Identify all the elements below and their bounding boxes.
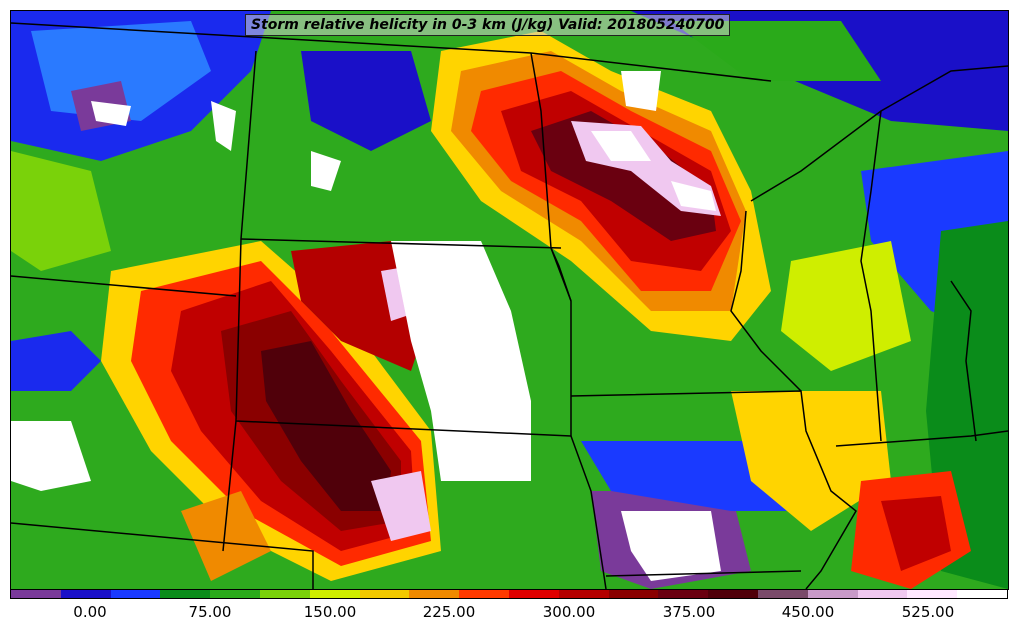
colorbar-swatch — [508, 590, 559, 598]
colorbar-swatch — [658, 590, 709, 598]
colorbar-swatch — [309, 590, 360, 598]
colorbar-swatch — [807, 590, 858, 598]
colorbar-tick-label: 375.00 — [662, 603, 716, 621]
colorbar-swatch — [11, 590, 61, 598]
helicity-contours — [11, 11, 1008, 589]
colorbar — [10, 589, 1008, 599]
colorbar-tick-label: 525.00 — [901, 603, 955, 621]
map-title: Storm relative helicity in 0-3 km (J/kg)… — [245, 14, 731, 36]
state-borders — [11, 22, 1008, 589]
colorbar-swatch — [757, 590, 808, 598]
colorbar-tick-label: 150.00 — [303, 603, 357, 621]
colorbar-swatch — [210, 590, 260, 598]
colorbar-swatch — [907, 590, 958, 598]
colorbar-swatch — [558, 590, 609, 598]
colorbar-tick-label: 225.00 — [422, 603, 476, 621]
colorbar-swatch — [957, 590, 1007, 598]
helicity-map — [10, 10, 1009, 590]
colorbar-tick-label: 0.00 — [73, 603, 107, 621]
colorbar-swatch — [110, 590, 161, 598]
colorbar-tick-label: 300.00 — [542, 603, 596, 621]
map-canvas — [11, 11, 1008, 589]
colorbar-tick-label: 75.00 — [188, 603, 232, 621]
colorbar-swatch — [359, 590, 410, 598]
colorbar-swatch — [459, 590, 509, 598]
colorbar-swatch — [160, 590, 211, 598]
colorbar-swatch — [259, 590, 310, 598]
colorbar-swatch — [60, 590, 111, 598]
colorbar-tick-label: 450.00 — [781, 603, 835, 621]
colorbar-swatch — [857, 590, 908, 598]
colorbar-swatch — [708, 590, 758, 598]
colorbar-swatch — [409, 590, 460, 598]
colorbar-swatch — [608, 590, 659, 598]
